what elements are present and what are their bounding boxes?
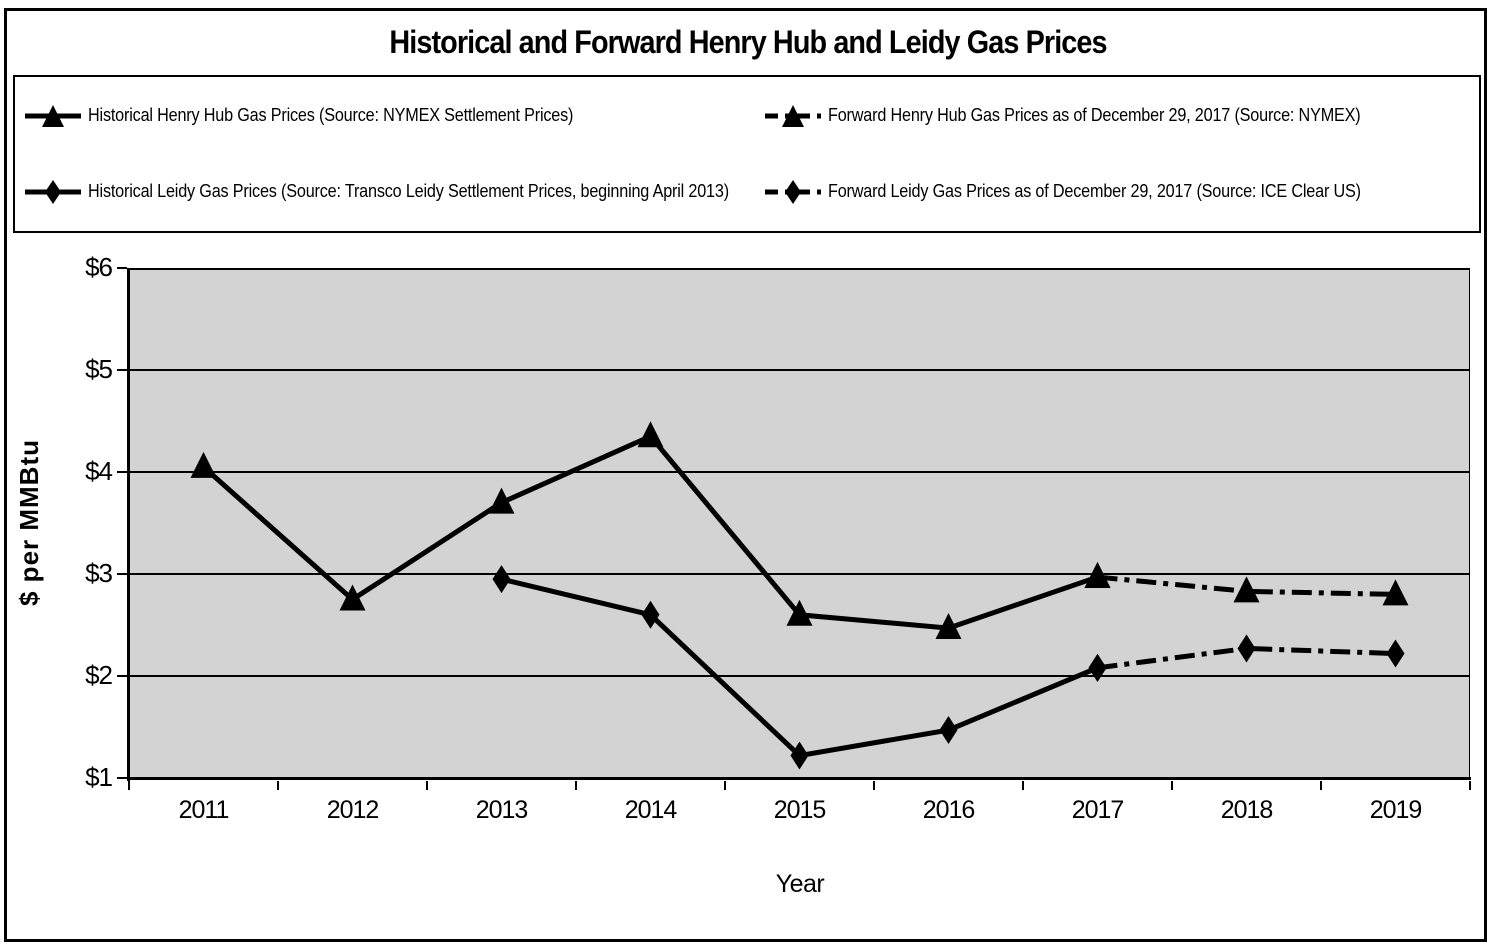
legend-item-forward-leidy: Forward Leidy Gas Prices as of December … <box>765 177 1479 207</box>
x-axis-tick <box>1320 781 1322 790</box>
gridline <box>129 675 1470 677</box>
data-point-triangle <box>339 584 366 611</box>
series-line-0 <box>201 433 1099 631</box>
x-axis-tick <box>128 781 130 790</box>
legend-label: Historical Leidy Gas Prices (Source: Tra… <box>88 181 729 201</box>
y-axis-line <box>127 268 130 781</box>
data-point-diamond <box>492 565 511 594</box>
data-point-diamond <box>939 716 958 745</box>
x-axis-tick <box>1171 781 1173 790</box>
x-axis-tick <box>575 781 577 790</box>
x-tick-label: 2012 <box>326 796 380 824</box>
y-tick-label: $1 <box>85 762 113 792</box>
x-axis-tick <box>724 781 726 790</box>
plot-area <box>129 268 1470 778</box>
x-tick-label: 2019 <box>1369 796 1423 824</box>
x-axis-title: Year <box>775 870 825 898</box>
solid-line-diamond-marker-icon <box>25 177 81 207</box>
y-axis-tick <box>117 471 127 473</box>
data-point-triangle <box>637 421 664 448</box>
data-point-diamond <box>641 600 660 629</box>
data-point-triangle <box>935 613 962 640</box>
chart-series-canvas <box>190 421 1409 770</box>
x-axis-tick <box>277 781 279 790</box>
series-line-1 <box>1097 574 1396 597</box>
data-point-diamond <box>1386 639 1405 668</box>
gridline <box>129 369 1470 371</box>
x-tick-label: 2016 <box>922 796 976 824</box>
y-axis-tick <box>117 369 127 371</box>
x-axis-line <box>127 777 1471 780</box>
legend-label: Forward Henry Hub Gas Prices as of Decem… <box>828 105 1361 125</box>
data-point-triangle <box>488 487 515 514</box>
x-axis-tick <box>426 781 428 790</box>
legend: Historical Henry Hub Gas Prices (Source:… <box>13 75 1481 233</box>
x-axis-tick <box>1469 781 1471 790</box>
legend-label: Historical Henry Hub Gas Prices (Source:… <box>88 105 574 125</box>
data-point-diamond <box>1088 653 1107 682</box>
y-tick-label: $4 <box>85 456 113 486</box>
data-point-triangle <box>1233 576 1260 603</box>
chart-outer-border <box>4 8 1487 942</box>
x-tick-label: 2013 <box>475 796 529 824</box>
y-axis-title: $ per MMBtu <box>14 439 44 607</box>
y-axis-tick <box>117 573 127 575</box>
solid-line-triangle-marker-icon <box>25 101 81 131</box>
y-axis-tick <box>117 777 127 779</box>
x-tick-label: 2018 <box>1220 796 1274 824</box>
dashed-line-triangle-marker-icon <box>765 101 821 131</box>
chart-title: Historical and Forward Henry Hub and Lei… <box>389 24 1107 60</box>
y-tick-label: $2 <box>85 660 113 690</box>
data-point-triangle <box>786 599 813 626</box>
x-tick-label: 2017 <box>1071 796 1125 824</box>
legend-item-historical-henry-hub: Historical Henry Hub Gas Prices (Source:… <box>25 101 765 131</box>
y-axis-tick <box>117 675 127 677</box>
x-axis-tick <box>873 781 875 790</box>
x-tick-label: 2014 <box>624 796 678 824</box>
data-point-triangle <box>1084 562 1111 589</box>
y-axis-tick <box>117 267 127 269</box>
data-point-diamond <box>1237 634 1256 663</box>
gridline <box>129 573 1470 575</box>
gridline <box>129 471 1470 473</box>
y-tick-label: $3 <box>85 558 113 588</box>
x-tick-label: 2015 <box>773 796 827 824</box>
legend-label: Forward Leidy Gas Prices as of December … <box>828 181 1361 201</box>
legend-item-forward-henry-hub: Forward Henry Hub Gas Prices as of Decem… <box>765 101 1479 131</box>
y-tick-label: $6 <box>85 252 113 282</box>
x-axis-tick <box>1022 781 1024 790</box>
y-tick-label: $5 <box>85 354 113 384</box>
dashed-line-diamond-marker-icon <box>765 177 821 207</box>
data-point-triangle <box>190 451 217 478</box>
legend-item-historical-leidy: Historical Leidy Gas Prices (Source: Tra… <box>25 177 765 207</box>
series-line-3 <box>1097 645 1396 671</box>
data-point-triangle <box>1382 579 1409 606</box>
x-tick-label: 2011 <box>178 796 230 824</box>
data-point-diamond <box>790 741 809 770</box>
